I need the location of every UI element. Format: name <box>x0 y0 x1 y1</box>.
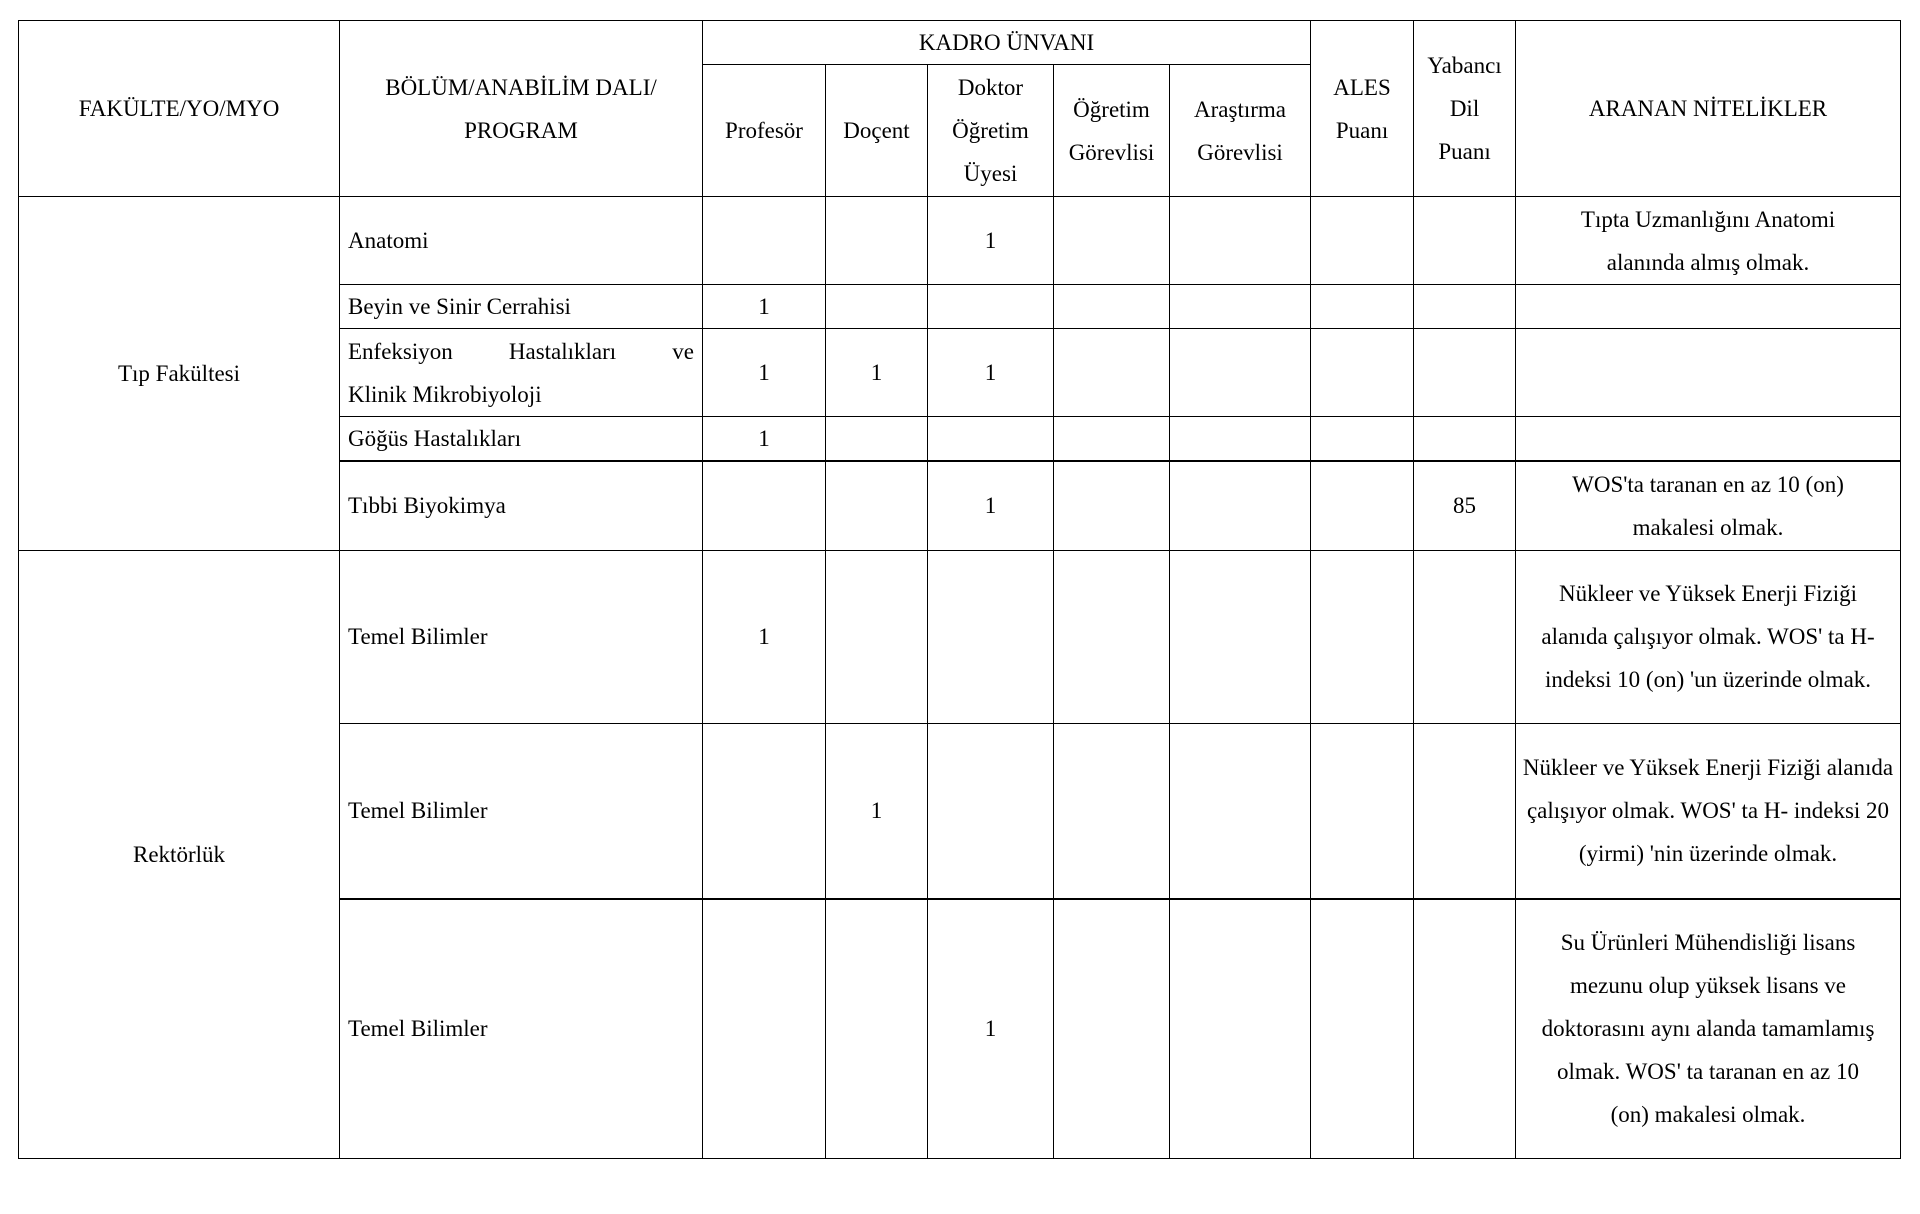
dou-cell: 1 <box>927 460 1054 551</box>
ag-cell <box>1168 196 1312 285</box>
docent-cell: 1 <box>825 328 928 417</box>
header-department: BÖLÜM/ANABİLİM DALI/ PROGRAM <box>339 20 703 197</box>
qualification-cell: Nükleer ve Yüksek Enerji Fiziği alanıda … <box>1515 722 1902 900</box>
dou-cell: 1 <box>927 196 1054 285</box>
qualification-cell <box>1515 416 1902 462</box>
dou-cell <box>927 284 1054 329</box>
ales-cell <box>1310 460 1415 551</box>
department-cell: Enfeksiyon Hastalıkları ve Klinik Mikrob… <box>339 328 703 417</box>
og-cell <box>1053 196 1170 285</box>
ales-cell <box>1310 722 1415 900</box>
dou-cell <box>927 549 1054 724</box>
ales-cell <box>1310 549 1415 724</box>
department-cell: Anatomi <box>339 196 703 285</box>
header-ales: ALES Puanı <box>1310 20 1415 197</box>
og-cell <box>1053 898 1170 1159</box>
docent-cell <box>825 460 928 551</box>
header-dou: Doktor Öğretim Üyesi <box>927 64 1054 197</box>
qualification-cell: Tıpta Uzmanlığını Anatomi alanında almış… <box>1515 196 1902 285</box>
faculty-cell: Rektörlük <box>18 549 340 1159</box>
profesor-cell: 1 <box>702 549 826 724</box>
profesor-cell <box>702 898 826 1159</box>
profesor-cell: 1 <box>702 416 826 462</box>
docent-cell: 1 <box>825 722 928 900</box>
dou-cell <box>927 722 1054 900</box>
docent-cell <box>825 898 928 1159</box>
ales-cell <box>1310 328 1415 417</box>
header-profesor: Profesör <box>702 64 826 197</box>
table-row: Enfeksiyon Hastalıkları ve Klinik Mikrob… <box>19 328 1902 417</box>
language-cell <box>1413 898 1517 1159</box>
profesor-cell <box>702 196 826 285</box>
qualification-cell <box>1515 284 1902 329</box>
language-cell <box>1413 328 1517 417</box>
table-row: Rektörlük Temel Bilimler 1 Nükleer ve Yü… <box>18 549 1902 1159</box>
language-cell <box>1413 416 1517 462</box>
dou-cell: 1 <box>927 898 1054 1159</box>
header-kadro: KADRO ÜNVANI <box>701 20 1312 65</box>
og-cell <box>1053 416 1170 462</box>
qualification-cell: Nükleer ve Yüksek Enerji Fiziği alanıda … <box>1515 549 1902 724</box>
dou-cell <box>927 416 1054 462</box>
department-line: Enfeksiyon Hastalıkları ve <box>348 338 694 364</box>
ag-cell <box>1168 898 1312 1159</box>
og-cell <box>1053 722 1170 900</box>
language-cell: 85 <box>1413 460 1517 551</box>
header-language: Yabancı Dil Puanı <box>1413 20 1517 197</box>
table-row: Göğüs Hastalıkları 1 <box>19 416 1902 462</box>
positions-table: FAKÜLTE/YO/MYO BÖLÜM/ANABİLİM DALI/ PROG… <box>18 20 1902 1159</box>
ag-cell <box>1168 722 1312 900</box>
ales-cell <box>1310 284 1415 329</box>
ales-cell <box>1310 196 1415 285</box>
department-cell: Temel Bilimler <box>339 898 703 1159</box>
language-cell <box>1413 722 1517 900</box>
language-cell <box>1413 284 1517 329</box>
ag-cell <box>1168 549 1312 724</box>
profesor-cell <box>702 722 826 900</box>
ales-cell <box>1310 416 1415 462</box>
ag-cell <box>1168 284 1312 329</box>
ales-cell <box>1310 898 1415 1159</box>
og-cell <box>1053 328 1170 417</box>
header-qualifications: ARANAN NİTELİKLER <box>1515 20 1902 197</box>
department-cell: Göğüs Hastalıkları <box>339 416 703 462</box>
docent-cell <box>825 549 928 724</box>
qualification-cell <box>1515 328 1902 417</box>
ag-cell <box>1168 416 1312 462</box>
header-og: Öğretim Görevlisi <box>1053 64 1170 197</box>
department-cell: Temel Bilimler <box>339 549 703 724</box>
department-cell: Tıbbi Biyokimya <box>339 460 703 551</box>
department-cell: Temel Bilimler <box>339 722 703 900</box>
header-docent: Doçent <box>825 64 928 197</box>
table-row: Tıp Fakültesi Anatomi 1 Tıpta Uzmanlığın… <box>18 196 1902 551</box>
profesor-cell <box>702 460 826 551</box>
faculty-cell: Tıp Fakültesi <box>18 196 340 551</box>
header-ag: Araştırma Görevlisi <box>1168 64 1312 197</box>
ag-cell <box>1168 460 1312 551</box>
docent-cell <box>825 196 928 285</box>
table-row: Temel Bilimler 1 Nükleer ve Yüksek Enerj… <box>19 722 1902 900</box>
department-cell: Beyin ve Sinir Cerrahisi <box>339 284 703 329</box>
profesor-cell: 1 <box>702 284 826 329</box>
docent-cell <box>825 416 928 462</box>
og-cell <box>1053 549 1170 724</box>
table-row: Tıbbi Biyokimya 1 85 WOS'ta taranan en a… <box>19 460 1902 551</box>
table-row: Temel Bilimler 1 Su Ürünleri Mühendisliğ… <box>19 898 1902 1159</box>
qualification-cell: Su Ürünleri Mühendisliği lisans mezunu o… <box>1515 898 1902 1159</box>
ag-cell <box>1168 328 1312 417</box>
docent-cell <box>825 284 928 329</box>
profesor-cell: 1 <box>702 328 826 417</box>
qualification-cell: WOS'ta taranan en az 10 (on) makalesi ol… <box>1515 460 1902 551</box>
og-cell <box>1053 284 1170 329</box>
department-line: Klinik Mikrobiyoloji <box>348 381 542 407</box>
og-cell <box>1053 460 1170 551</box>
language-cell <box>1413 549 1517 724</box>
dou-cell: 1 <box>927 328 1054 417</box>
header-faculty: FAKÜLTE/YO/MYO <box>18 20 340 197</box>
language-cell <box>1413 196 1517 285</box>
